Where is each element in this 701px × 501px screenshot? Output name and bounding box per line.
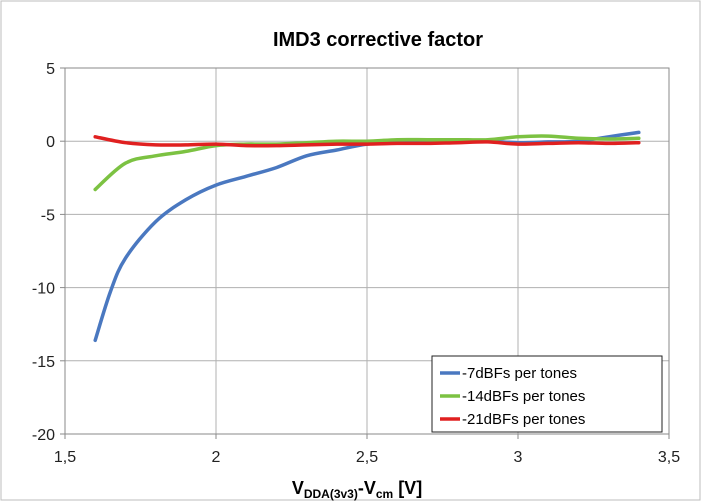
y-tick-label: 0 (46, 134, 55, 151)
x-axis-label-mid: -V (358, 478, 376, 498)
series-line-14dbfs-per-tones (93, 134, 641, 192)
legend-box (431, 355, 663, 433)
x-tick-label: 2,5 (356, 449, 378, 466)
x-axis: 1,5 2 2,5 3 3,5 (54, 434, 680, 466)
y-tick-label: -15 (32, 354, 55, 371)
legend-entry: -7dBFs per tones (462, 365, 577, 382)
x-axis-label-sub2: cm (376, 487, 393, 501)
y-axis: -20 -15 -10 -5 0 5 (32, 61, 65, 444)
x-axis-label-sub1: DDA(3v3) (304, 487, 358, 501)
x-axis-label: VDDA(3v3)-Vcm [V] (292, 478, 422, 501)
chart-title: IMD3 corrective factor (273, 29, 483, 51)
x-tick-label: 3 (514, 449, 523, 466)
legend: -7dBFs per tones -14dBFs per tones -21dBFs… (431, 355, 663, 433)
x-axis-label-main: V (292, 478, 304, 498)
y-tick-label: -5 (41, 207, 55, 224)
legend-entry: -21dBFs per tones (462, 411, 585, 428)
x-tick-label: 1,5 (54, 449, 76, 466)
x-tick-label: 3,5 (658, 449, 680, 466)
series-group (93, 130, 641, 343)
series-line-21dbfs-per-tones (93, 135, 641, 148)
y-tick-label: 5 (46, 61, 55, 78)
y-tick-label: -20 (32, 427, 55, 444)
y-tick-label: -10 (32, 281, 55, 298)
x-tick-label: 2 (212, 449, 221, 466)
legend-entry: -14dBFs per tones (462, 388, 585, 405)
x-axis-label-unit: [V] (393, 478, 422, 498)
